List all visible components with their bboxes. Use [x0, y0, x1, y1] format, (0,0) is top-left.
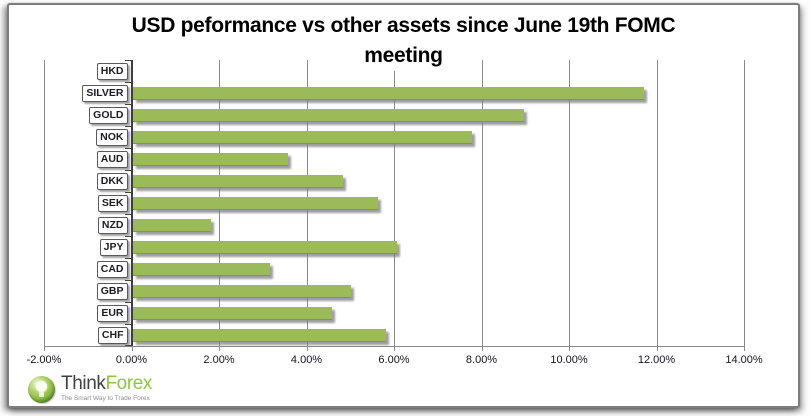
- gridline: [656, 60, 658, 346]
- bar-sek: [132, 197, 378, 210]
- x-axis-tick: [131, 346, 133, 351]
- x-axis-tick: [44, 346, 45, 351]
- bar-cad: [132, 263, 271, 276]
- bar-gold: [132, 109, 525, 122]
- category-label: NOK: [96, 128, 128, 146]
- x-tick-label: 6.00%: [378, 354, 410, 366]
- chart-title-line1: USD peformance vs other assets since Jun…: [126, 11, 681, 41]
- brand-forex: Forex: [105, 373, 153, 394]
- y-axis-tick: [124, 82, 131, 83]
- bulb-base: [39, 391, 44, 397]
- chart-frame: USD peformance vs other assets since Jun…: [7, 3, 800, 408]
- x-tick-label: -2.00%: [26, 354, 62, 366]
- logo-text: ThinkForex The Smart Way to Trade Forex: [61, 374, 184, 404]
- y-axis-tick: [124, 345, 131, 346]
- y-axis-tick: [124, 104, 131, 105]
- x-tick-label: 0.00%: [115, 354, 148, 366]
- bar-chf: [132, 329, 387, 342]
- chart-title-line2: meeting: [359, 41, 448, 71]
- bulb-globe: [36, 380, 47, 392]
- y-axis-tick: [124, 280, 131, 281]
- y-axis-tick: [124, 126, 131, 127]
- category-label: HKD: [96, 62, 128, 80]
- y-axis-tick: [124, 324, 131, 325]
- bar-silver: [132, 87, 645, 100]
- category-label: EUR: [97, 304, 128, 322]
- bar-nzd: [132, 219, 212, 232]
- category-label: DKK: [96, 172, 128, 190]
- bar-eur: [132, 307, 332, 320]
- y-axis-tick: [124, 170, 131, 171]
- x-tick-label: 12.00%: [637, 354, 676, 366]
- x-tick-label: 10.00%: [550, 354, 588, 366]
- category-label: GBP: [96, 282, 128, 300]
- y-axis-tick: [124, 302, 131, 303]
- gridline: [44, 60, 45, 346]
- category-label: NZD: [97, 216, 128, 234]
- x-axis-tick: [569, 346, 570, 351]
- brand-think: Think: [61, 373, 106, 394]
- category-label: AUD: [96, 150, 128, 168]
- x-axis-labels: -2.00% 0.00% 2.00% 4.00% 6.00% 8.00% 10.00% 12.…: [27, 354, 763, 368]
- x-tick-label: 8.00%: [465, 354, 498, 366]
- category-label: JPY: [99, 238, 128, 256]
- y-axis-line: [130, 60, 133, 346]
- y-axis-tick: [124, 60, 131, 61]
- category-label: SILVER: [82, 84, 128, 102]
- x-axis-tick: [306, 346, 308, 351]
- thinkforex-logo: ThinkForex The Smart Way to Trade Forex: [28, 372, 184, 406]
- category-label: GOLD: [89, 106, 128, 124]
- logo-tagline: The Smart Way to Trade Forex: [61, 394, 150, 402]
- category-label: CHF: [97, 326, 128, 344]
- y-axis-tick: [124, 192, 131, 193]
- bar-jpy: [132, 241, 398, 254]
- y-axis-tick: [124, 258, 131, 259]
- brand-name: ThinkForex: [61, 374, 184, 393]
- gridline: [569, 60, 570, 346]
- category-label: SEK: [97, 194, 128, 212]
- category-label: CAD: [96, 260, 128, 278]
- bar-nok: [132, 131, 472, 144]
- chart-title: USD peformance vs other assets since Jun…: [9, 11, 798, 71]
- x-axis-tick: [394, 346, 395, 351]
- gridline: [744, 60, 745, 346]
- plot-area: HKD SILVER GOLD NOK AUD DKK SEK NZD JPY CAD GBP EUR…: [44, 60, 745, 351]
- gridline: [394, 60, 395, 346]
- y-axis-tick: [124, 236, 131, 237]
- x-axis-tick: [656, 346, 658, 351]
- y-axis-tick: [124, 148, 131, 149]
- gridline: [481, 60, 483, 346]
- x-tick-label: 14.00%: [725, 354, 763, 366]
- x-axis-tick: [744, 346, 745, 351]
- bar-aud: [132, 153, 288, 166]
- x-axis-tick: [219, 346, 220, 351]
- bar-dkk: [132, 175, 343, 188]
- x-tick-label: 4.00%: [290, 354, 323, 366]
- lightbulb-icon: [28, 375, 55, 403]
- bar-gbp: [132, 285, 352, 298]
- y-axis-tick: [124, 214, 131, 215]
- x-axis-tick: [481, 346, 483, 351]
- x-tick-label: 2.00%: [203, 354, 235, 366]
